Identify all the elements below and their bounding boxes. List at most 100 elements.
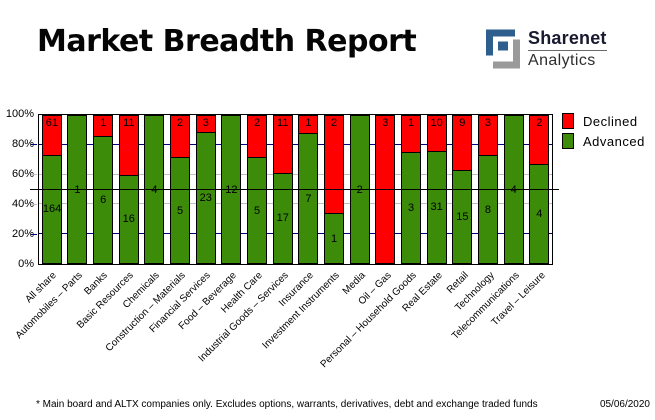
x-axis-label-construction-materials: Construction – Materials (103, 270, 188, 355)
x-axis-label-automobiles-parts: Automobiles – Parts (13, 270, 85, 342)
declined-segment (376, 116, 395, 263)
declined-value-label: 2 (177, 117, 184, 129)
x-axis-label-retail: Retail (444, 270, 471, 296)
declined-segment (402, 116, 421, 153)
x-axis-label-media: Media (340, 270, 368, 298)
x-axis-label-technology: Technology (452, 270, 497, 314)
advanced-segment (427, 151, 446, 263)
x-axis-label-health-care: Health Care (219, 270, 265, 316)
legend-item-declined: Declined (562, 113, 645, 129)
advanced-value-label: 4 (510, 183, 517, 196)
advanced-value-label: 8 (484, 203, 492, 216)
declined-value-label: 1 (100, 117, 107, 129)
gridline-20 (39, 233, 552, 235)
x-axis-label-basic-resources: Basic Resources (75, 270, 136, 331)
legend-swatch-advanced (562, 133, 574, 149)
declined-segment (478, 116, 497, 157)
advanced-segment (248, 158, 267, 263)
advanced-value-label: 6 (100, 194, 107, 206)
declined-value-label: 1 (407, 117, 415, 129)
x-axis-label-chemicals: Chemicals (120, 270, 162, 311)
advanced-value-label: 2 (356, 183, 363, 196)
advanced-value-label: 164 (42, 203, 62, 216)
advanced-value-label: 3 (407, 201, 415, 214)
bar-1: 61 164 (41, 115, 62, 264)
legend-swatch-declined (562, 113, 574, 129)
y-axis-label-0: 0% (18, 258, 34, 270)
declined-value-label: 9 (459, 117, 466, 129)
advanced-value-label: 7 (305, 192, 312, 205)
advanced-value-label: 1 (74, 183, 81, 196)
bar-slot-8: 12 (219, 115, 245, 264)
sharenet-s-icon (486, 29, 520, 69)
bar-7: 3 23 (195, 115, 216, 264)
bar-10: 11 17 (272, 115, 293, 264)
bar-slot-13: 2 (347, 115, 373, 264)
y-axis-label-80: 80% (11, 138, 34, 150)
declined-segment (299, 116, 318, 135)
y-axis-tick-60 (31, 174, 37, 175)
advanced-segment (119, 175, 138, 263)
bar-slot-17: 9 15 (450, 115, 476, 264)
bar-14: 3 (375, 115, 396, 264)
advanced-value-label: 4 (151, 183, 158, 196)
x-axis-label-all-share: All share (23, 270, 59, 306)
y-axis-label-40: 40% (11, 198, 34, 210)
declined-value-label: 2 (536, 117, 543, 129)
bar-slot-16: 10 31 (424, 115, 450, 264)
declined-value-label: 2 (254, 117, 261, 129)
gridline-50 (30, 188, 559, 190)
logo-wordmark: Sharenet Analytics (528, 28, 607, 70)
footnote-row: * Main board and ALTX companies only. Ex… (36, 399, 650, 410)
advanced-segment (171, 158, 190, 263)
advanced-value-label: 23 (199, 191, 212, 204)
declined-segment (325, 116, 344, 214)
bar-4: 11 16 (118, 115, 139, 264)
declined-segment (42, 116, 61, 156)
x-axis-label-real-estate: Real Estate (400, 270, 445, 315)
x-axis-label-oil-gas: Oil – Gas (356, 270, 394, 308)
advanced-segment (273, 173, 292, 263)
advanced-value-label: 17 (276, 212, 289, 225)
chart-plot-area: 61 164 1 1 6 11 16 4 2 5 3 23 12 2 5 11 17 1 7 2 1 2 3 1 3 10 31 9 1… (30, 114, 559, 265)
bar-slot-4: 11 16 (116, 115, 142, 264)
advanced-segment (68, 116, 87, 263)
x-axis-label-travel-leisure: Travel – Leisure (489, 270, 548, 329)
y-axis-label-20: 20% (11, 228, 34, 240)
advanced-value-label: 12 (225, 183, 238, 196)
y-axis-tick-80 (31, 144, 37, 145)
x-axis-label-industrial-goods-services: Industrial Goods – Services (196, 270, 291, 365)
bar-8: 12 (221, 115, 242, 264)
advanced-segment (42, 155, 61, 263)
declined-segment (453, 116, 472, 172)
x-axis-label-food-beverage: Food – Beverage (176, 270, 239, 333)
x-axis-label-insurance: Insurance (277, 270, 317, 309)
legend-label-declined: Declined (583, 113, 638, 129)
legend-item-advanced: Advanced (562, 133, 645, 149)
declined-segment (94, 116, 113, 137)
page-title: Market Breadth Report (37, 24, 417, 59)
advanced-segment (350, 116, 369, 263)
advanced-segment (478, 156, 497, 263)
x-axis-labels: All share Automobiles – Parts Banks Basic R… (13, 266, 553, 406)
bars-container: 61 164 1 1 6 11 16 4 2 5 3 23 12 2 5 11 17 1 7 2 1 2 3 1 3 10 31 9 1… (39, 115, 552, 264)
advanced-value-label: 1 (330, 232, 338, 245)
legend-label-advanced: Advanced (583, 133, 645, 149)
declined-value-label: 1 (305, 117, 312, 129)
declined-value-label: 3 (202, 117, 209, 129)
logo-sub-text: Analytics (528, 52, 596, 69)
advanced-value-label: 4 (536, 208, 543, 221)
advanced-segment (222, 116, 241, 263)
footnote-text: * Main board and ALTX companies only. Ex… (36, 399, 538, 410)
